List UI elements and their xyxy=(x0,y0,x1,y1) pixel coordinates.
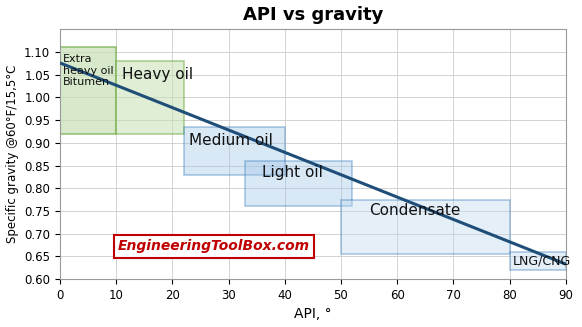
Text: Extra
heavy oil
Bitumen: Extra heavy oil Bitumen xyxy=(63,54,113,87)
Title: API vs gravity: API vs gravity xyxy=(243,6,383,24)
Text: Condensate: Condensate xyxy=(369,203,460,218)
Bar xyxy=(60,47,116,134)
Text: Light oil: Light oil xyxy=(262,165,323,180)
Bar xyxy=(183,128,285,175)
Y-axis label: Specific gravity @60°F/15,5°C: Specific gravity @60°F/15,5°C xyxy=(6,65,19,243)
Text: LNG/CNG: LNG/CNG xyxy=(512,254,571,267)
Bar xyxy=(341,200,510,254)
Bar xyxy=(116,61,183,134)
Text: Heavy oil: Heavy oil xyxy=(122,66,193,81)
Bar xyxy=(246,161,352,206)
Bar xyxy=(510,252,566,270)
X-axis label: API, °: API, ° xyxy=(294,307,332,321)
Text: EngineeringToolBox.com: EngineeringToolBox.com xyxy=(118,239,310,253)
Text: Medium oil: Medium oil xyxy=(189,133,273,148)
